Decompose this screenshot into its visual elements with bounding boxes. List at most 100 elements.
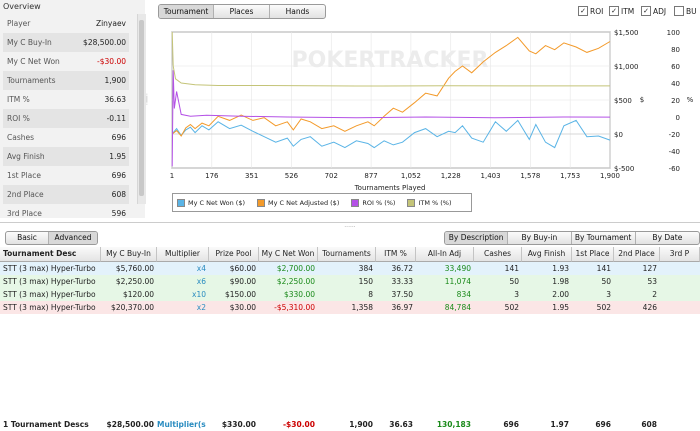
performance-chart: POKERTRACKER 1 176 351 526 702 877 1,052 1,228 1… <box>170 29 694 192</box>
column-header[interactable]: Avg Finish <box>522 247 572 262</box>
itm-checkbox-icon[interactable]: ✓ <box>609 6 619 16</box>
table-cell-avg: 1.93 <box>552 264 569 273</box>
overview-row: 3rd Place 596 <box>3 204 129 223</box>
table-cell-mult: x10 <box>192 290 206 299</box>
overview-row-value: 1.95 <box>109 152 126 161</box>
tab-basic[interactable]: Basic <box>6 232 49 244</box>
vertical-splitter[interactable]: ⋮ ⋮ ⋮ <box>144 93 150 106</box>
column-header[interactable]: All-In Adj <box>416 247 474 262</box>
tab-hands[interactable]: Hands <box>285 7 310 16</box>
table-cell-net: -$5,310.00 <box>274 303 315 312</box>
overview-row-value: 608 <box>111 190 126 199</box>
tab-by-buy-in[interactable]: By Buy-in <box>508 232 572 244</box>
column-header[interactable]: 2nd Place <box>614 247 660 262</box>
overview-panel: Overview Player Zinyaev My C Buy-In $28,500… <box>0 0 146 218</box>
overview-scrollbar-thumb[interactable] <box>139 20 144 196</box>
column-header[interactable]: 3rd P <box>660 247 700 262</box>
overview-row-label: Player <box>7 19 31 28</box>
y-left-tick-label: $1,500 <box>614 29 639 37</box>
toggle-adj[interactable]: ✓ ADJ <box>641 6 666 16</box>
roi-checkbox-icon[interactable]: ✓ <box>578 6 588 16</box>
x-tick-label: 1,578 <box>520 172 540 180</box>
table-cell-p2: 53 <box>647 277 657 286</box>
table-cell-cashes: 502 <box>504 303 519 312</box>
table-cell-itm: 36.97 <box>391 303 413 312</box>
table-cell-allin: 33,490 <box>444 264 471 273</box>
legend-item[interactable]: My C Net Adjusted ($) <box>257 198 340 207</box>
overview-row: Cashes 696 <box>3 128 129 147</box>
totals-cell-mult: Multiplier(s) <box>157 420 206 429</box>
table-cell-p1: 502 <box>596 303 611 312</box>
column-header[interactable]: My C Net Won <box>259 247 318 262</box>
table-row[interactable]: STT (3 max) Hyper-Turbo $5,760.00 x4 $60.00… <box>0 262 700 275</box>
table-cell-prize: $90.00 <box>229 277 256 286</box>
horizontal-splitter[interactable]: ...... <box>0 222 700 229</box>
column-header[interactable]: Multiplier <box>157 247 209 262</box>
view-tab-group: Basic Advanced <box>5 231 98 245</box>
legend-item[interactable]: ITM % (%) <box>407 198 452 207</box>
table-cell-desc: STT (3 max) Hyper-Turbo <box>3 264 96 273</box>
legend-item[interactable]: My C Net Won ($) <box>177 198 246 207</box>
table-cell-allin: 11,074 <box>444 277 471 286</box>
toggle-bu-label: BU <box>686 6 697 16</box>
y-right-tick-label: 80 <box>671 46 680 54</box>
toggle-roi[interactable]: ✓ ROI <box>578 6 603 16</box>
y-left-tick-label: $500 <box>614 97 632 105</box>
table-cell-cashes: 3 <box>514 290 519 299</box>
legend-label: ROI % (%) <box>362 198 396 207</box>
column-header[interactable]: Prize Pool <box>209 247 259 262</box>
overview-row: My C Net Won -$30.00 <box>3 52 129 71</box>
tab-by-tournament[interactable]: By Tournament <box>572 232 636 244</box>
legend-swatch-icon <box>177 198 185 207</box>
bu-checkbox-icon[interactable] <box>674 6 684 16</box>
legend-item[interactable]: ROI % (%) <box>351 198 396 207</box>
x-tick-label: 1,052 <box>401 172 421 180</box>
legend-label: ITM % (%) <box>418 198 452 207</box>
toggle-itm[interactable]: ✓ ITM <box>609 6 634 16</box>
y-left-axis-label: $ <box>640 96 644 104</box>
column-header[interactable]: Tournaments <box>318 247 376 262</box>
table-cell-tourn: 384 <box>358 264 373 273</box>
column-header[interactable]: ITM % <box>376 247 416 262</box>
table-cell-p3 <box>660 262 697 275</box>
table-cell-desc: STT (3 max) Hyper-Turbo <box>3 290 96 299</box>
overview-row: My C Buy-In $28,500.00 <box>3 33 129 52</box>
column-header[interactable]: 1st Place <box>572 247 614 262</box>
legend-label: My C Net Won ($) <box>188 198 246 207</box>
column-header[interactable]: Cashes <box>474 247 522 262</box>
table-cell-buyin: $5,760.00 <box>115 264 154 273</box>
tab-places[interactable]: Places <box>214 5 270 18</box>
table-cell-avg: 1.98 <box>552 277 569 286</box>
y-left-tick-label: $0 <box>614 131 623 139</box>
table-cell-desc: STT (3 max) Hyper-Turbo <box>3 303 96 312</box>
table-row[interactable]: STT (3 max) Hyper-Turbo $2,250.00 x6 $90.00… <box>0 275 700 288</box>
graph-tab-group: Tournament Places Hands <box>158 4 326 19</box>
table-cell-net: $2,250.00 <box>276 277 315 286</box>
table-row[interactable]: STT (3 max) Hyper-Turbo $20,370.00 x2 $30.0… <box>0 301 700 314</box>
table-cell-mult: x2 <box>196 303 206 312</box>
tab-tournament[interactable]: Tournament <box>159 5 214 18</box>
column-header[interactable]: My C Buy-In <box>101 247 157 262</box>
table-cell-prize: $30.00 <box>229 303 256 312</box>
table-cell-cashes: 50 <box>509 277 519 286</box>
toggle-roi-label: ROI <box>590 6 604 16</box>
x-tick-label: 176 <box>205 172 219 180</box>
adj-checkbox-icon[interactable]: ✓ <box>641 6 651 16</box>
table-row[interactable]: STT (3 max) Hyper-Turbo $120.00 x10 $150.00… <box>0 288 700 301</box>
tab-advanced[interactable]: Advanced <box>49 232 97 244</box>
x-tick-label: 1,900 <box>600 172 620 180</box>
legend-swatch-icon <box>407 198 416 207</box>
column-header[interactable]: Tournament Desc <box>0 247 101 262</box>
toggle-bu[interactable]: BU <box>674 6 700 16</box>
table-cell-net: $2,700.00 <box>276 264 315 273</box>
table-cell-avg: 2.00 <box>552 290 569 299</box>
tab-by-description[interactable]: By Description <box>445 232 509 244</box>
legend-label: My C Net Adjusted ($) <box>268 198 340 207</box>
x-tick-label: 1,403 <box>481 172 501 180</box>
y-right-tick-label: 100 <box>667 29 680 37</box>
totals-cell-avg: 1.97 <box>550 420 569 429</box>
tab-by-date[interactable]: By Date <box>652 233 683 242</box>
overview-row: ITM % 36.63 <box>3 90 129 109</box>
chart-series <box>171 31 611 167</box>
grouping-tab-group: By Description By Buy-in By Tournament B… <box>444 231 700 245</box>
